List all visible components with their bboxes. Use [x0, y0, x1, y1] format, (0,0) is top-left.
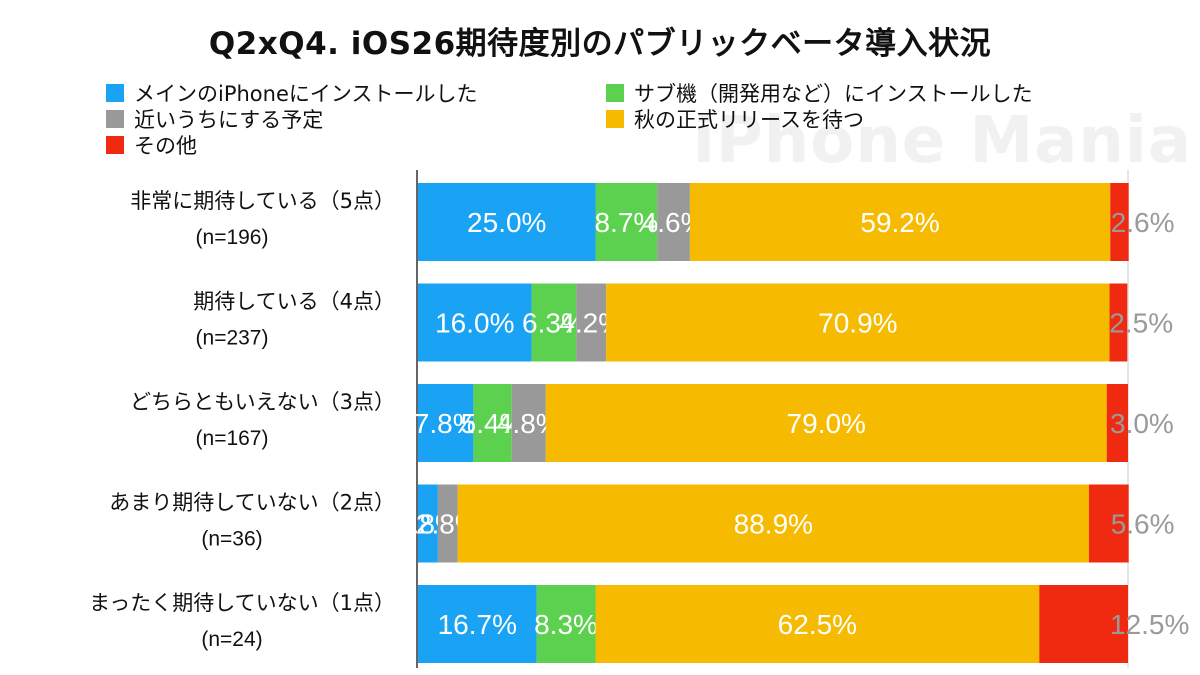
data-label: 2.6%: [1111, 207, 1175, 238]
category-label: どちらともいえない（3点）: [130, 390, 395, 414]
data-label: 25.0%: [467, 207, 546, 238]
legend-label: メインのiPhoneにインストールした: [134, 82, 478, 106]
legend-swatch: [606, 110, 624, 128]
bar-segment: [531, 283, 577, 362]
category-label: 非常に期待している（5点）: [130, 189, 395, 213]
legend-swatch: [106, 136, 124, 154]
bar-segment: [511, 384, 546, 462]
bar-segment: [576, 283, 607, 362]
bar-segment: [418, 585, 537, 663]
legend-item: サブ機（開発用など）にインストールした: [606, 80, 1033, 106]
bar-segment: [437, 484, 458, 563]
category-n-label: (n=36): [201, 528, 262, 551]
data-label: 5.6%: [1111, 509, 1175, 540]
bar-segment: [536, 585, 596, 663]
chart-legend: メインのiPhoneにインストールした サブ機（開発用など）にインストールした近い…: [0, 0, 1200, 160]
bar-segment: [606, 283, 1110, 362]
legend-item: その他: [106, 132, 197, 158]
data-label: 59.2%: [860, 207, 939, 238]
data-label: 8.7%: [594, 207, 658, 238]
legend-swatch: [106, 84, 124, 102]
legend-item: 近いうちにする予定: [106, 106, 323, 132]
watermark: iPhone Mania: [692, 104, 1192, 178]
bar-segment: [1109, 283, 1128, 362]
bar-segment: [418, 283, 532, 362]
bar-segment: [418, 484, 438, 563]
data-label: 8.3%: [534, 609, 598, 640]
legend-item: 秋の正式リリースを待つ: [606, 106, 864, 132]
legend-item: メインのiPhoneにインストールした: [106, 80, 477, 106]
bar-segment: [1110, 183, 1129, 261]
legend-swatch: [606, 84, 624, 102]
data-label: 3.0%: [1110, 408, 1174, 439]
bar-segment: [595, 585, 1040, 663]
data-label: 2.5%: [1109, 308, 1173, 339]
bar-segment: [418, 384, 474, 462]
bar-segment: [1106, 384, 1128, 462]
data-label: 70.9%: [818, 308, 897, 339]
data-label: 7.8%: [414, 408, 478, 439]
data-label: 88.9%: [734, 509, 813, 540]
data-label: 16.7%: [438, 609, 517, 640]
category-label: まったく期待していない（1点）: [89, 591, 395, 615]
legend-swatch: [106, 110, 124, 128]
data-label: 6.3%: [522, 308, 586, 339]
data-label: 12.5%: [1110, 609, 1189, 640]
data-label: 62.5%: [778, 609, 857, 640]
legend-label: 近いうちにする予定: [134, 108, 324, 132]
category-n-label: (n=167): [196, 427, 269, 450]
bar-segment: [457, 484, 1089, 563]
category-n-label: (n=196): [196, 226, 269, 249]
bar-segment: [595, 183, 658, 261]
bar-segment: [1088, 484, 1129, 563]
bar-segment: [657, 183, 690, 261]
bar-segment: [418, 183, 596, 261]
category-label: 期待している（4点）: [193, 290, 395, 314]
category-n-label: (n=237): [196, 327, 269, 350]
category-n-label: (n=24): [201, 628, 262, 651]
bar-segment: [545, 384, 1107, 462]
chart-title: Q2xQ4. iOS26期待度別のパブリックベータ導入状況: [208, 26, 992, 62]
data-label: 16.0%: [435, 308, 514, 339]
bar-segment: [473, 384, 512, 462]
legend-label: サブ機（開発用など）にインストールした: [634, 82, 1033, 106]
bar-segment: [1039, 585, 1128, 663]
category-label: あまり期待していない（2点）: [109, 491, 395, 515]
data-label: 79.0%: [787, 408, 866, 439]
bar-segment: [689, 183, 1111, 261]
legend-label: その他: [134, 134, 197, 158]
legend-label: 秋の正式リリースを待つ: [634, 108, 864, 132]
